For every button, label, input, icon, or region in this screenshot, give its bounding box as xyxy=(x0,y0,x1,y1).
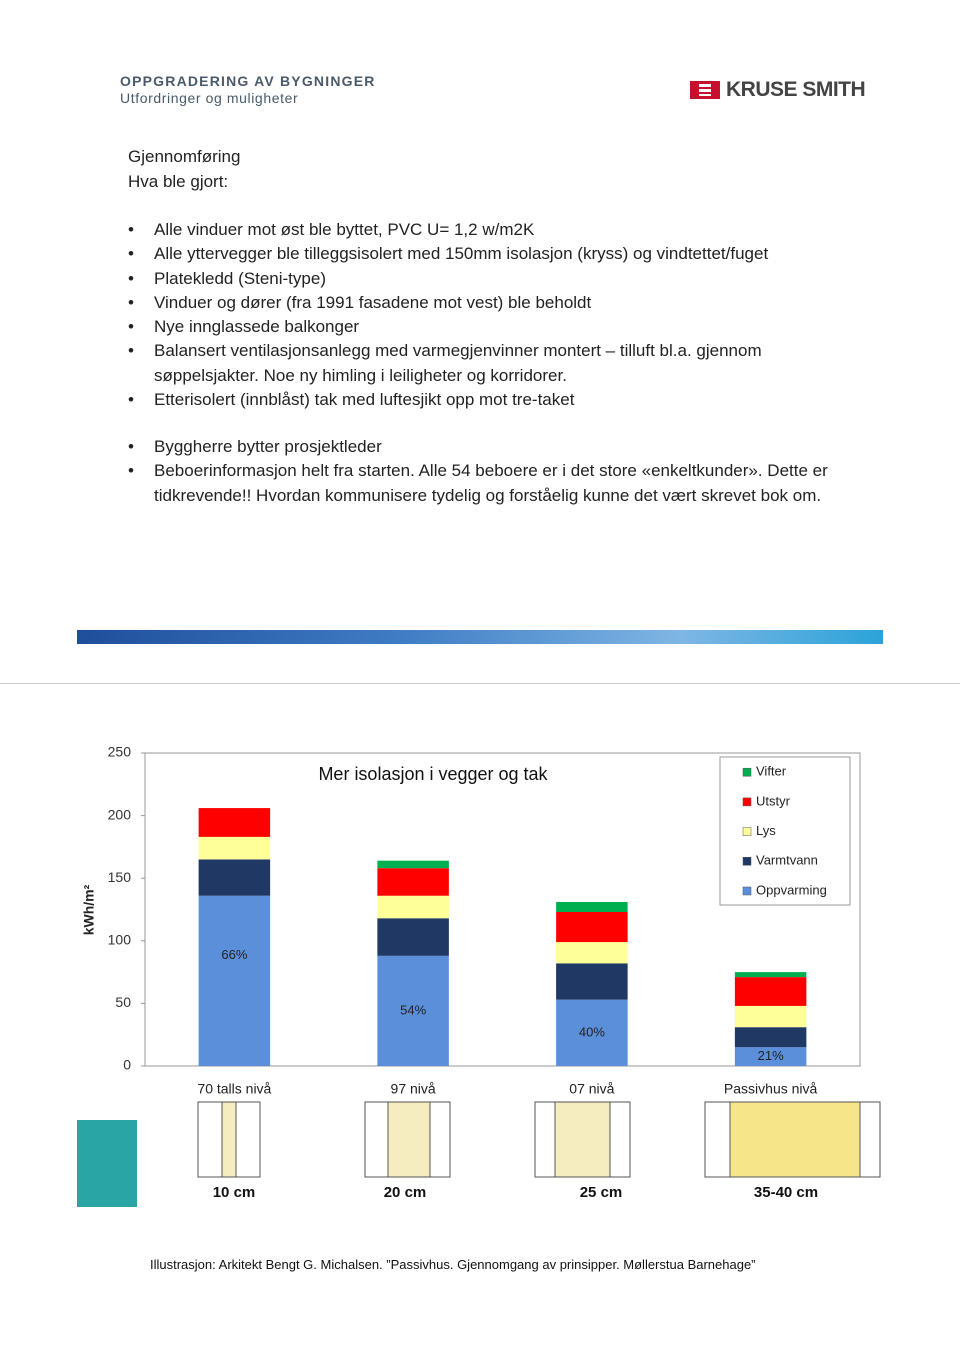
legend-swatch xyxy=(742,767,752,777)
bar-segment xyxy=(377,955,449,1066)
logo-text: KRUSE SMITH xyxy=(726,78,866,101)
chart-title: Mer isolasjon i vegger og tak xyxy=(318,764,548,784)
y-axis-label: kWh/m² xyxy=(81,884,97,935)
bar-segment xyxy=(198,836,271,860)
x-tick-label: 97 nivå xyxy=(391,1081,436,1097)
illustration-label: 10 cm xyxy=(213,1184,256,1201)
legend-label: Lys xyxy=(756,823,776,838)
logo: KRUSE SMITH xyxy=(690,78,866,102)
legend-swatch xyxy=(742,797,752,807)
bar-segment xyxy=(556,901,628,913)
bar-segment xyxy=(377,868,449,896)
bar-segment xyxy=(377,918,449,956)
x-tick-label: 70 talls nivå xyxy=(197,1081,271,1097)
bar-segment xyxy=(734,972,807,978)
bullet: Balansert ventilasjonsanlegg med varmegj… xyxy=(128,339,838,388)
bar-segment xyxy=(556,963,628,1000)
x-tick-label: Passivhus nivå xyxy=(724,1081,818,1097)
share-label: 54% xyxy=(400,1002,426,1017)
y-tick-label: 150 xyxy=(108,869,132,885)
bullet: Byggherre bytter prosjektleder xyxy=(128,435,838,460)
share-label: 40% xyxy=(579,1024,605,1039)
header-subtitle: Utfordringer og muligheter xyxy=(120,90,299,106)
bullet: Beboerinformasjon helt fra starten. Alle… xyxy=(128,459,838,508)
legend-swatch xyxy=(742,827,752,836)
y-tick-label: 50 xyxy=(115,994,131,1010)
page-divider xyxy=(0,683,960,684)
bar-segment xyxy=(734,1005,807,1028)
accent-band xyxy=(77,630,883,644)
y-tick-label: 100 xyxy=(108,932,132,948)
subheading: Hva ble gjort: xyxy=(128,172,229,191)
bullet-list: Alle vinduer mot øst ble byttet, PVC U= … xyxy=(128,218,838,413)
illustration-label: 25 cm xyxy=(580,1184,623,1201)
bar-segment xyxy=(198,895,271,1066)
legend-box xyxy=(719,756,851,906)
bar-segment xyxy=(734,1047,807,1066)
bar-segment xyxy=(198,859,271,896)
bar-segment xyxy=(556,912,628,943)
bar-segment xyxy=(198,808,271,837)
illustrations xyxy=(197,1101,881,1178)
bullet: Nye innglassede balkonger xyxy=(128,315,838,340)
y-tick-label: 0 xyxy=(123,1057,131,1073)
plot-frame xyxy=(144,752,861,1067)
legend-label: Varmtvann xyxy=(756,853,818,868)
share-label: 66% xyxy=(221,947,247,962)
bullet-list: Byggherre bytter prosjektlederBeboerinfo… xyxy=(128,435,838,508)
legend-label: Oppvarming xyxy=(756,882,827,897)
legend-label: Utstyr xyxy=(756,793,791,808)
swatch xyxy=(77,1120,137,1207)
bullet: Alle vinduer mot øst ble byttet, PVC U= … xyxy=(128,218,838,243)
bar-segment xyxy=(734,1027,807,1048)
bullet: Platekledd (Steni-type) xyxy=(128,267,838,292)
share-label: 21% xyxy=(758,1048,784,1063)
heading: Gjennomføring xyxy=(128,147,241,166)
bullet: Vinduer og dører (fra 1991 fasadene mot … xyxy=(128,291,838,316)
logo-icon xyxy=(690,81,720,99)
bar-segment xyxy=(556,999,628,1066)
y-tick-label: 250 xyxy=(108,744,132,760)
bar-segment xyxy=(377,860,449,869)
illustration-label: 20 cm xyxy=(384,1184,427,1201)
legend-swatch xyxy=(742,857,752,866)
bullet: Etterisolert (innblåst) tak med luftesji… xyxy=(128,388,838,413)
header-title: OPPGRADERING AV BYGNINGER xyxy=(120,73,376,89)
bar-segment xyxy=(556,942,628,964)
legend-label: Vifter xyxy=(756,764,787,779)
bullet: Alle yttervegger ble tilleggsisolert med… xyxy=(128,242,838,267)
caption: Illustrasjon: Arkitekt Bengt G. Michalse… xyxy=(150,1257,756,1272)
illustration-label: 35-40 cm xyxy=(754,1184,818,1201)
y-tick-label: 200 xyxy=(108,806,132,822)
x-tick-label: 07 nivå xyxy=(569,1081,614,1097)
bar-segment xyxy=(734,977,807,1006)
bar-segment xyxy=(377,895,449,919)
legend-swatch xyxy=(742,886,752,896)
